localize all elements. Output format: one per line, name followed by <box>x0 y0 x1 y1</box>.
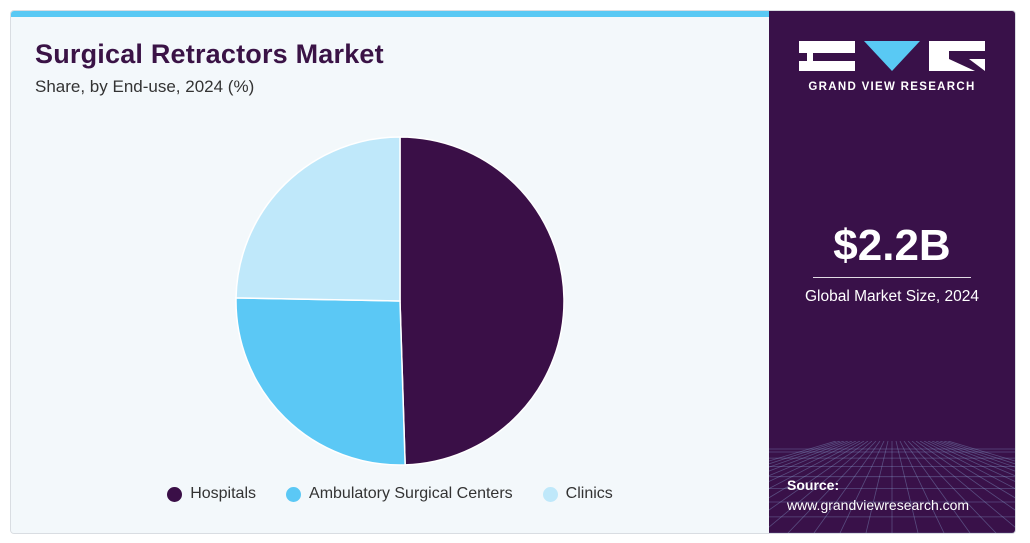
legend-label: Hospitals <box>190 485 257 502</box>
grid-line <box>769 441 861 490</box>
pie-slice-ambulatory-surgical-centers <box>235 297 406 466</box>
legend-item-hospitals: Hospitals <box>167 485 256 503</box>
grid-line <box>923 441 1015 490</box>
pie-slice-clinics <box>235 136 401 302</box>
market-value: $2.2B <box>833 221 951 270</box>
legend-item-clinics: Clinics <box>542 485 613 503</box>
grid-line <box>911 441 1015 528</box>
legend-item-ambulatory-surgical-centers: Ambulatory Surgical Centers <box>286 485 513 503</box>
grid-line <box>813 441 881 533</box>
legend-swatch <box>286 486 302 502</box>
grid-line <box>787 441 877 533</box>
chart-legend: Hospitals Ambulatory Surgical Centers Clin… <box>11 485 769 503</box>
grid-line <box>769 441 865 499</box>
market-value-label: Global Market Size, 2024 <box>804 288 980 305</box>
grid-line <box>769 441 853 477</box>
accent-bar <box>11 11 769 17</box>
infographic-card: Surgical Retractors Market Share, by End… <box>10 10 1016 534</box>
grid-line <box>769 441 837 462</box>
pie-chart <box>235 136 565 466</box>
grid-line <box>769 441 841 465</box>
grid-line <box>919 441 1015 499</box>
grid-line <box>865 441 889 533</box>
grid-line <box>907 441 997 533</box>
legend-label: Clinics <box>565 485 613 502</box>
grid-line <box>895 441 919 533</box>
chart-subtitle: Share, by End-use, 2024 (%) <box>35 77 255 96</box>
grid-line <box>769 441 873 528</box>
grid-line <box>927 441 1015 482</box>
grid-line <box>939 441 1015 468</box>
legend-swatch <box>542 486 558 502</box>
brand-name: GRAND VIEW RESEARCH <box>808 81 976 93</box>
grid-line <box>915 441 1015 511</box>
grid-line <box>931 441 1015 477</box>
grand-view-research-logo-icon <box>799 41 985 71</box>
source-label: Source: <box>787 477 840 493</box>
grid-line <box>769 441 869 511</box>
decorative-grid-graphic <box>769 441 1015 533</box>
grid-line <box>769 441 849 472</box>
grid-line <box>935 441 1015 472</box>
grid-line <box>899 441 945 533</box>
grid-line <box>769 441 845 468</box>
grid-line <box>943 441 1015 465</box>
legend-swatch <box>167 486 183 502</box>
grid-line <box>903 441 971 533</box>
summary-panel: GRAND VIEW RESEARCH $2.2B Global Market … <box>769 11 1015 533</box>
grid-line <box>947 441 1015 462</box>
source-link[interactable]: www.grandviewresearch.com <box>787 497 970 513</box>
pie-slice-hospitals <box>399 136 565 466</box>
grid-line <box>769 441 857 482</box>
value-divider <box>813 277 971 278</box>
grid-line <box>839 441 885 533</box>
chart-panel: Surgical Retractors Market Share, by End… <box>11 11 769 533</box>
legend-label: Ambulatory Surgical Centers <box>309 485 513 502</box>
chart-title: Surgical Retractors Market <box>35 39 384 69</box>
